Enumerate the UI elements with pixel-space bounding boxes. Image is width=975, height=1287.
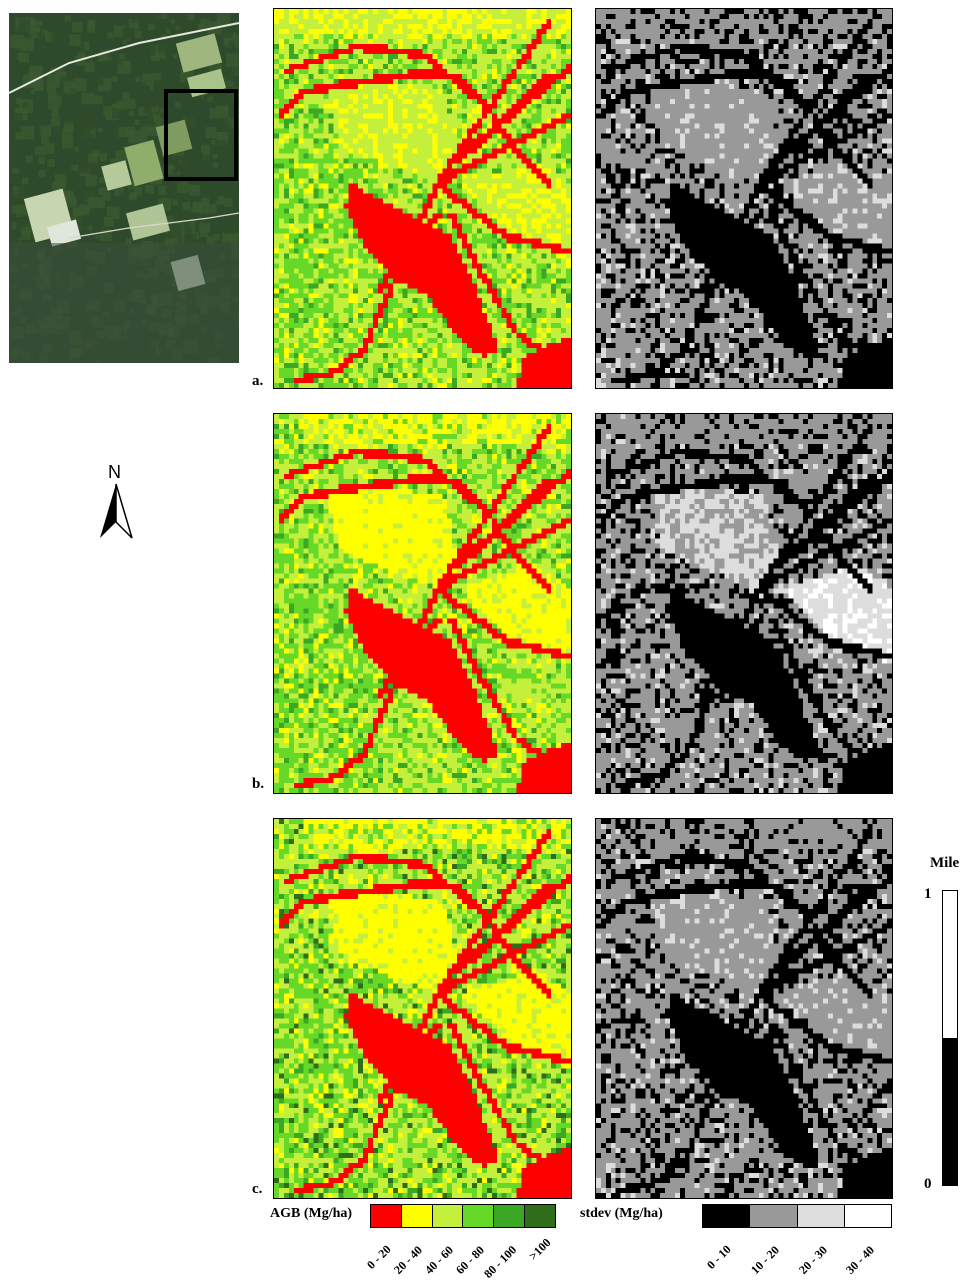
stdev-legend-swatch — [750, 1205, 798, 1227]
agb-legend-swatch — [371, 1205, 402, 1227]
agb-legend-swatch — [463, 1205, 495, 1227]
stdev-legend-tick-label: 30 - 40 — [843, 1243, 878, 1278]
agb-legend-swatch — [525, 1205, 555, 1227]
agb-legend-tick-label: 20 - 40 — [391, 1243, 426, 1278]
stdev-map-a — [595, 8, 893, 389]
agb-map-a — [273, 8, 572, 389]
stdev-legend-swatch — [844, 1205, 891, 1227]
scale-top-label: 1 — [924, 886, 932, 903]
agb-legend-swatches — [370, 1204, 556, 1228]
scale-bar — [942, 890, 958, 1186]
agb-map-b — [273, 413, 572, 794]
agb-legend-swatch — [494, 1205, 526, 1227]
agb-legend-tick-label: 80 - 100 — [481, 1243, 520, 1282]
agb-legend-tick-label: 0 - 20 — [364, 1242, 394, 1272]
aerial-inset — [9, 13, 239, 363]
stdev-legend-swatch — [797, 1205, 845, 1227]
study-area-box — [164, 89, 238, 181]
aerial-image — [9, 13, 239, 363]
agb-legend-tick-label: >100 — [526, 1236, 554, 1264]
stdev-legend-title: stdev (Mg/ha) — [580, 1206, 663, 1222]
scale-bottom-label: 0 — [924, 1176, 932, 1193]
agb-legend-tick-label: 40 - 60 — [422, 1243, 457, 1278]
stdev-legend-swatch — [703, 1205, 751, 1227]
agb-legend-swatch — [401, 1205, 433, 1227]
stdev-legend-tick-label: 10 - 20 — [748, 1243, 783, 1278]
panel-label-c: c. — [252, 1181, 262, 1198]
north-label: N — [108, 462, 121, 483]
scale-title: Mile — [930, 855, 959, 872]
stdev-map-c — [595, 818, 893, 1199]
stdev-map-b — [595, 413, 893, 794]
stdev-legend-tick-label: 0 - 10 — [704, 1242, 734, 1272]
panel-label-a: a. — [252, 373, 263, 390]
north-arrow-icon — [100, 483, 133, 539]
stdev-legend-tick-label: 20 - 30 — [796, 1243, 831, 1278]
stdev-legend-swatches — [702, 1204, 892, 1228]
agb-map-c — [273, 818, 572, 1199]
panel-label-b: b. — [252, 776, 264, 793]
agb-legend-swatch — [432, 1205, 464, 1227]
north-arrow: N — [96, 462, 136, 542]
agb-legend-title: AGB (Mg/ha) — [270, 1206, 352, 1222]
